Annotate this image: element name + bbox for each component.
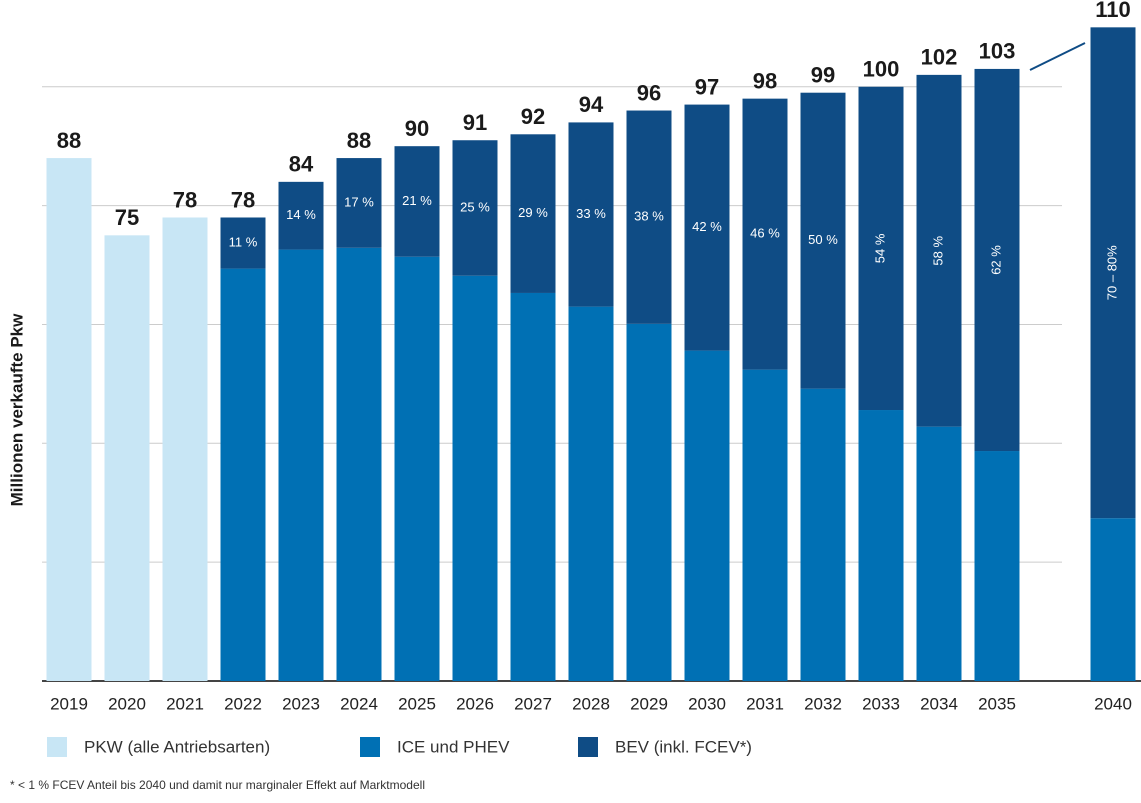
bar-segment [858, 410, 904, 681]
share-label: 42 % [692, 219, 722, 234]
total-label: 103 [979, 39, 1016, 64]
total-label: 78 [231, 187, 255, 212]
bar-segment [684, 350, 730, 681]
bar-segment [858, 86, 904, 411]
bar-segment [916, 426, 962, 681]
share-label: 50 % [808, 232, 838, 247]
share-label: 38 % [634, 209, 664, 224]
bar-segment [742, 98, 788, 370]
total-label: 110 [1095, 0, 1131, 22]
x-tick-label: 2035 [978, 694, 1016, 713]
bar-segment [974, 68, 1020, 452]
x-tick-label: 2020 [108, 694, 146, 713]
bar-segment [104, 235, 150, 681]
x-tick-label: 2026 [456, 694, 494, 713]
total-label: 90 [405, 116, 429, 141]
share-label: 33 % [576, 206, 606, 221]
x-tick-label: 2028 [572, 694, 610, 713]
y-axis-label: Millionen verkaufte Pkw [7, 313, 26, 506]
x-tick-label: 2031 [746, 694, 784, 713]
bar-segment [220, 268, 266, 681]
legend-label: PKW (alle Antriebsarten) [84, 737, 270, 756]
bar-segment [162, 217, 208, 682]
share-label: 14 % [286, 207, 316, 222]
x-tick-label: 2022 [224, 694, 262, 713]
bar-segment [452, 140, 498, 276]
share-label: 46 % [750, 226, 780, 241]
x-tick-label: 2021 [166, 694, 204, 713]
connector-line [1029, 42, 1086, 71]
bar-segment [336, 158, 382, 248]
bar-segment [452, 275, 498, 681]
legend-label: BEV (inkl. FCEV*) [615, 737, 752, 756]
bar-segment [220, 217, 266, 269]
total-label: 84 [289, 152, 314, 177]
total-label: 96 [637, 80, 661, 105]
bar-segment [278, 249, 324, 681]
x-tick-label: 2034 [920, 694, 958, 713]
bar-segment [510, 134, 556, 293]
bar-segment [974, 451, 1020, 681]
bar-segment [510, 292, 556, 681]
bar-segment [1090, 27, 1136, 519]
total-label: 98 [753, 68, 777, 93]
bar-segment [568, 306, 614, 681]
share-label: 62 % [988, 245, 1003, 275]
bar-segment [394, 146, 440, 257]
bar-segment [568, 122, 614, 307]
x-tick-label: 2023 [282, 694, 320, 713]
footnote: * < 1 % FCEV Anteil bis 2040 und damit n… [10, 778, 425, 792]
total-label: 92 [521, 104, 545, 129]
x-tick-label: 2019 [50, 694, 88, 713]
total-label: 100 [863, 57, 900, 82]
total-label: 94 [579, 92, 604, 117]
x-tick-label: 2027 [514, 694, 552, 713]
x-tick-label: 2024 [340, 694, 378, 713]
bar-segment [626, 110, 672, 324]
bar-segment [684, 104, 730, 351]
bar-segment [916, 74, 962, 427]
bar-segment [394, 256, 440, 681]
total-label: 88 [347, 128, 371, 153]
total-label: 78 [173, 187, 197, 212]
x-tick-label: 2030 [688, 694, 726, 713]
share-label: 29 % [518, 205, 548, 220]
legend-swatch [578, 737, 598, 757]
share-label: 11 % [229, 234, 258, 249]
total-label: 97 [695, 74, 719, 99]
bar-segment [336, 247, 382, 681]
legend-label: ICE und PHEV [397, 737, 510, 756]
bar-segment [1090, 518, 1136, 681]
x-tick-label: 2029 [630, 694, 668, 713]
bar-segment [626, 323, 672, 681]
total-label: 99 [811, 63, 835, 88]
x-tick-label: 2040 [1094, 694, 1132, 713]
x-tick-label: 2033 [862, 694, 900, 713]
bar-segment [742, 369, 788, 681]
total-label: 88 [57, 128, 81, 153]
share-label: 25 % [460, 199, 490, 214]
total-label: 91 [463, 110, 487, 135]
legend-swatch [360, 737, 380, 757]
bar-segment [800, 388, 846, 681]
bar-segment [800, 92, 846, 389]
share-label: 17 % [344, 194, 374, 209]
x-tick-label: 2032 [804, 694, 842, 713]
total-label: 75 [115, 205, 139, 230]
total-label: 102 [921, 45, 958, 70]
share-label: 21 % [402, 193, 432, 208]
bar-segment [278, 181, 324, 250]
x-tick-label: 2025 [398, 694, 436, 713]
share-label: 70 – 80% [1104, 245, 1119, 300]
legend-swatch [47, 737, 67, 757]
share-label: 54 % [872, 233, 887, 263]
bar-segment [46, 158, 92, 682]
share-label: 58 % [930, 236, 945, 266]
